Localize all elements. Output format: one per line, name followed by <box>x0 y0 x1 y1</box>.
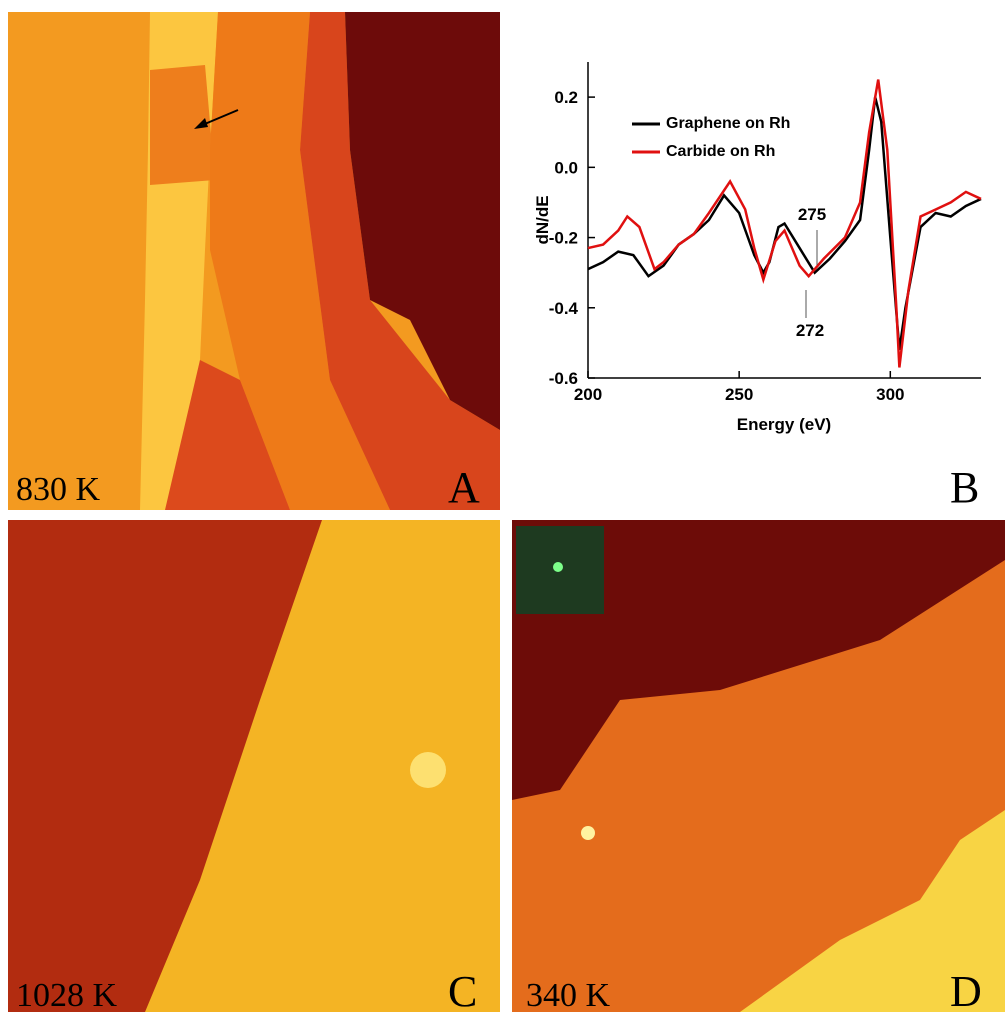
y-tick-label: 0.0 <box>554 158 578 177</box>
x-tick-label: 200 <box>574 385 602 404</box>
legend-label: Carbide on Rh <box>666 143 775 160</box>
panel-letter: B <box>950 463 979 512</box>
temperature-label: 1028 K <box>16 977 118 1014</box>
x-axis-title: Energy (eV) <box>737 415 831 434</box>
y-tick-label: -0.6 <box>549 369 578 388</box>
panel-a-image <box>8 12 500 510</box>
panel-letter: C <box>448 967 477 1014</box>
x-tick-label: 250 <box>725 385 753 404</box>
annotation: 275 <box>798 205 826 224</box>
x-tick-label: 300 <box>876 385 904 404</box>
y-axis-title: dN/dE <box>533 195 552 244</box>
y-tick-label: 0.2 <box>554 88 578 107</box>
panel-letter: A <box>448 463 480 512</box>
temperature-label: 830 K <box>16 471 101 508</box>
y-tick-label: -0.2 <box>549 229 578 248</box>
legend-label: Graphene on Rh <box>666 115 790 132</box>
annotation: 272 <box>796 321 824 340</box>
panel-d-image <box>512 520 1005 1012</box>
y-tick-label: -0.4 <box>549 299 579 318</box>
panel-c-image <box>8 520 500 1012</box>
series-line <box>587 96 982 351</box>
series-line <box>587 79 982 368</box>
panel-letter: D <box>950 967 982 1014</box>
temperature-label: 340 K <box>526 977 611 1014</box>
